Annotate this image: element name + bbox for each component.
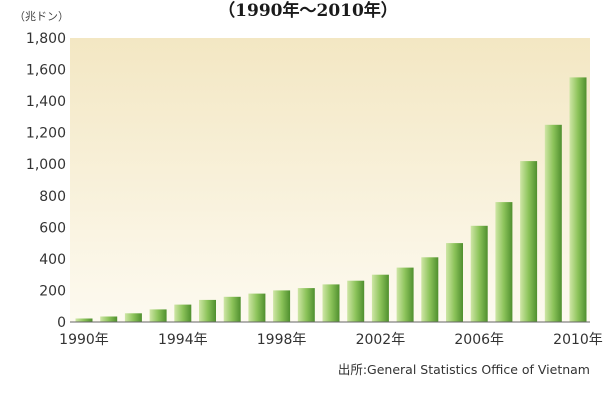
- y-tick-label: 800: [39, 189, 66, 205]
- bar: [569, 77, 587, 323]
- y-tick-label: 0: [57, 315, 66, 331]
- bar: [520, 161, 538, 322]
- bar: [371, 274, 389, 322]
- y-tick-label: 1,600: [26, 63, 66, 79]
- y-tick-label: 1,800: [26, 31, 66, 47]
- bar: [124, 313, 142, 322]
- bar: [223, 296, 241, 322]
- y-tick-label: 200: [39, 283, 66, 299]
- chart-subtitle: （1990年〜2010年）: [218, 0, 398, 21]
- y-tick-label: 400: [39, 252, 66, 268]
- bar: [100, 316, 118, 322]
- x-tick-label: 1990年: [59, 332, 109, 348]
- bar: [174, 304, 192, 322]
- y-axis-unit-label: （兆ドン）: [14, 10, 69, 23]
- bar: [446, 243, 463, 322]
- bar: [544, 124, 562, 322]
- bar: [75, 318, 93, 322]
- bar: [297, 288, 315, 322]
- x-axis: 1990年 1994年 1998年 2002年 2006年 2010年: [59, 332, 603, 348]
- y-axis: 0 200 400 600 800 1,000 1,200 1,400 1,600 1,800: [26, 31, 66, 331]
- y-tick-label: 1,000: [26, 157, 66, 173]
- source-note: 出所:General Statistics Office of Vietnam: [338, 362, 590, 377]
- bar: [396, 267, 414, 322]
- x-tick-label: 1994年: [158, 332, 208, 348]
- bar: [199, 299, 216, 322]
- bar: [421, 257, 439, 322]
- x-tick-label: 2002年: [356, 332, 406, 348]
- x-tick-label: 2006年: [454, 332, 504, 348]
- bar: [470, 225, 488, 322]
- x-tick-label: 1998年: [257, 332, 307, 348]
- y-tick-label: 1,200: [26, 126, 66, 142]
- bar: [149, 309, 167, 322]
- bar: [248, 293, 266, 322]
- y-tick-label: 1,400: [26, 94, 66, 110]
- bar: [347, 280, 365, 322]
- y-tick-label: 600: [39, 220, 66, 236]
- bar: [495, 202, 513, 322]
- bar-series: [75, 77, 587, 323]
- bar: [273, 290, 291, 322]
- bar: [322, 284, 340, 322]
- x-tick-label: 2010年: [553, 332, 603, 348]
